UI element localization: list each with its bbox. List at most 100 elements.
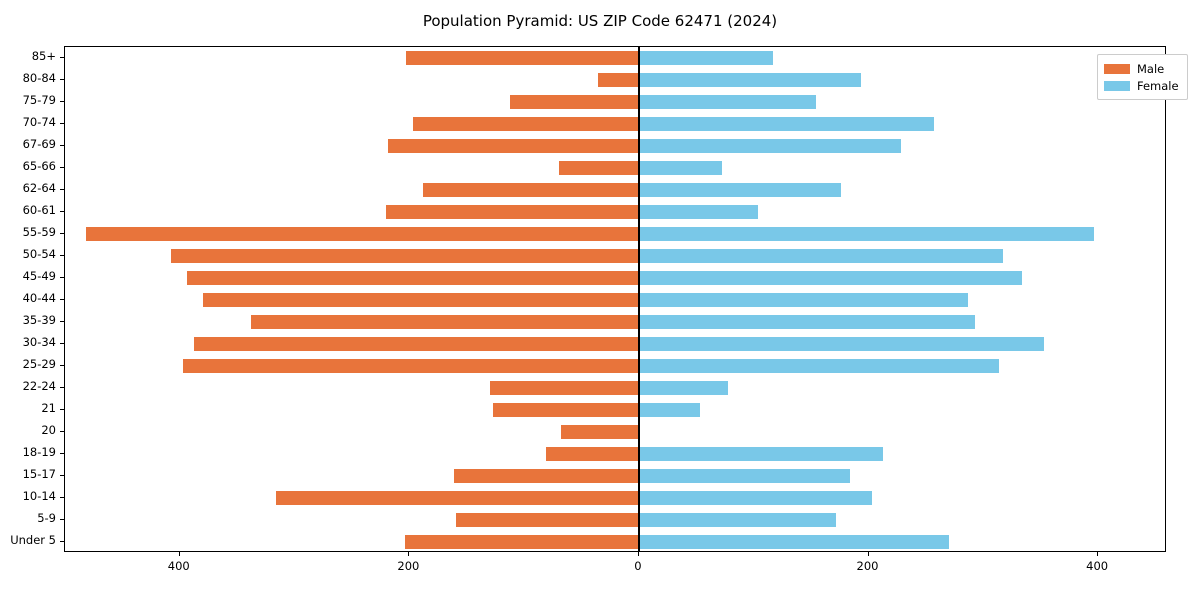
bar-row [65,95,1165,109]
bar-female[interactable] [638,139,901,153]
bar-row [65,403,1165,417]
chart-legend: Male Female [1097,54,1188,100]
y-tick-label: 10-14 [22,489,56,503]
bar-row [65,447,1165,461]
bar-female[interactable] [638,293,969,307]
bar-male[interactable] [85,227,639,241]
bar-female[interactable] [638,95,816,109]
bar-female[interactable] [638,205,759,219]
x-tick-label: 200 [397,559,420,573]
bar-male[interactable] [493,403,639,417]
bar-female[interactable] [638,183,841,197]
y-tick-mark [60,277,64,278]
x-tick-mark [867,552,869,556]
bar-row [65,161,1165,175]
bar-row [65,117,1165,131]
y-tick-mark [60,299,64,300]
y-tick-label: 62-64 [22,181,56,195]
bar-row [65,469,1165,483]
bar-female[interactable] [638,73,861,87]
bar-male[interactable] [412,117,639,131]
x-tick-mark [178,552,180,556]
x-tick-label: 200 [856,559,879,573]
y-tick-mark [60,167,64,168]
bar-male[interactable] [276,491,639,505]
y-tick-label: 21 [41,401,56,415]
y-tick-mark [60,123,64,124]
bar-female[interactable] [638,117,934,131]
bar-row [65,271,1165,285]
y-tick-label: 50-54 [22,247,56,261]
bar-female[interactable] [638,513,837,527]
bar-female[interactable] [638,447,884,461]
bar-female[interactable] [638,51,774,65]
bar-male[interactable] [202,293,639,307]
y-tick-mark [60,409,64,410]
bar-male[interactable] [456,513,639,527]
bar-row [65,205,1165,219]
legend-label: Female [1137,78,1179,93]
y-tick-label: 67-69 [22,137,56,151]
y-tick-label: 25-29 [22,357,56,371]
bar-row [65,293,1165,307]
bar-male[interactable] [405,51,639,65]
bar-row [65,249,1165,263]
bar-female[interactable] [638,227,1094,241]
bar-male[interactable] [489,381,639,395]
bar-male[interactable] [545,447,639,461]
y-tick-label: 30-34 [22,335,56,349]
y-tick-label: 40-44 [22,291,56,305]
bar-female[interactable] [638,535,949,549]
bar-male[interactable] [250,315,639,329]
bar-female[interactable] [638,381,729,395]
bar-female[interactable] [638,249,1003,263]
bar-row [65,381,1165,395]
bar-female[interactable] [638,491,872,505]
y-tick-label: 70-74 [22,115,56,129]
bar-row [65,183,1165,197]
bar-female[interactable] [638,469,851,483]
bar-female[interactable] [638,403,700,417]
bar-row [65,73,1165,87]
bar-row [65,227,1165,241]
y-tick-label: 65-66 [22,159,56,173]
legend-entry[interactable]: Male [1104,60,1179,77]
legend-entry[interactable]: Female [1104,77,1179,94]
bar-row [65,359,1165,373]
y-tick-mark [60,57,64,58]
bar-female[interactable] [638,271,1023,285]
bar-row [65,491,1165,505]
bar-male[interactable] [183,359,639,373]
bar-male[interactable] [404,535,639,549]
bar-male[interactable] [186,271,639,285]
y-tick-mark [60,343,64,344]
bar-female[interactable] [638,337,1045,351]
y-tick-mark [60,453,64,454]
y-tick-mark [60,541,64,542]
bar-female[interactable] [638,161,722,175]
y-tick-mark [60,211,64,212]
bar-male[interactable] [386,205,639,219]
legend-swatch-male [1104,63,1130,74]
y-tick-label: 55-59 [22,225,56,239]
bar-row [65,139,1165,153]
bar-male[interactable] [510,95,639,109]
bar-male[interactable] [193,337,639,351]
y-tick-mark [60,431,64,432]
bar-row [65,513,1165,527]
bar-male[interactable] [560,425,639,439]
bar-male[interactable] [454,469,639,483]
bar-female[interactable] [638,359,1000,373]
y-tick-mark [60,365,64,366]
bar-male[interactable] [597,73,639,87]
y-tick-mark [60,233,64,234]
bar-female[interactable] [638,315,976,329]
bar-male[interactable] [170,249,639,263]
x-tick-label: 400 [167,559,190,573]
y-tick-label: 75-79 [22,93,56,107]
bar-male[interactable] [387,139,639,153]
bar-male[interactable] [423,183,639,197]
y-tick-label: 5-9 [37,511,56,525]
y-tick-label: Under 5 [10,533,56,547]
bar-male[interactable] [558,161,639,175]
